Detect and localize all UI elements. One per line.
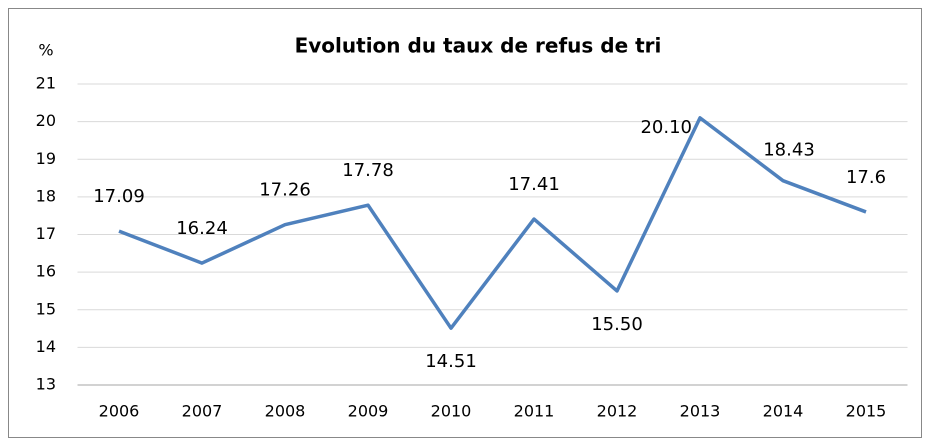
x-tick-label: 2015 (846, 402, 887, 421)
y-tick-label: 20 (36, 111, 56, 130)
data-label: 17.78 (342, 160, 394, 181)
x-tick-label: 2008 (265, 402, 306, 421)
x-tick-label: 2006 (99, 402, 140, 421)
y-axis-label: % (38, 41, 53, 60)
x-tick-label: 2009 (348, 402, 389, 421)
y-tick-label: 14 (36, 337, 56, 356)
y-tick-label: 21 (36, 74, 56, 93)
y-tick-label: 16 (36, 262, 56, 281)
data-label: 17.09 (93, 186, 145, 207)
data-label: 17.41 (508, 174, 560, 195)
data-label: 17.6 (846, 167, 886, 188)
data-label: 20.10 (640, 117, 692, 138)
data-line (118, 116, 867, 330)
data-label: 14.51 (425, 351, 477, 372)
y-tick-label: 19 (36, 149, 56, 168)
data-label: 16.24 (176, 218, 228, 239)
y-tick-label: 18 (36, 186, 56, 205)
data-label: 15.50 (591, 314, 643, 335)
x-tick-label: 2007 (182, 402, 223, 421)
chart-frame (8, 8, 922, 438)
chart-title: Evolution du taux de refus de tri (295, 34, 662, 58)
y-tick-label: 15 (36, 299, 56, 318)
x-tick-label: 2012 (597, 402, 638, 421)
x-tick-label: 2014 (763, 402, 804, 421)
y-tick-label: 13 (36, 375, 56, 394)
data-label: 17.26 (259, 180, 311, 201)
x-tick-label: 2013 (680, 402, 721, 421)
y-tick-label: 17 (36, 224, 56, 243)
x-tick-label: 2010 (431, 402, 472, 421)
data-label: 18.43 (763, 140, 815, 161)
x-tick-label: 2011 (514, 402, 555, 421)
